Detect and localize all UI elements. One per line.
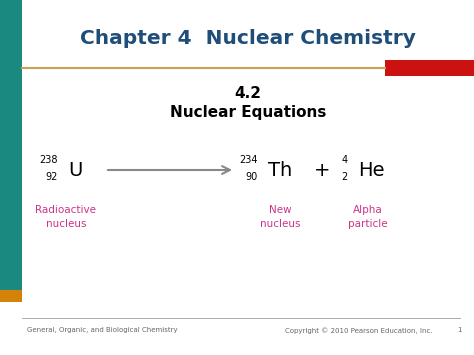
Bar	[385, 60, 474, 76]
Text: He: He	[358, 160, 384, 180]
Text: 4: 4	[342, 155, 348, 165]
Text: Th: Th	[268, 160, 292, 180]
Text: 234: 234	[239, 155, 258, 165]
Text: U: U	[68, 160, 82, 180]
Text: Radioactive
nucleus: Radioactive nucleus	[36, 205, 97, 229]
Text: Nuclear Equations: Nuclear Equations	[170, 104, 326, 120]
Bar	[0, 0, 22, 290]
Text: 1: 1	[457, 327, 462, 333]
Text: 2: 2	[342, 172, 348, 182]
Text: 4.2: 4.2	[235, 86, 262, 100]
Text: +: +	[314, 160, 330, 180]
Text: 90: 90	[246, 172, 258, 182]
Text: Alpha
particle: Alpha particle	[348, 205, 388, 229]
Text: Copyright © 2010 Pearson Education, Inc.: Copyright © 2010 Pearson Education, Inc.	[285, 327, 433, 334]
Text: 238: 238	[39, 155, 58, 165]
Text: Chapter 4  Nuclear Chemistry: Chapter 4 Nuclear Chemistry	[80, 28, 416, 48]
Text: 92: 92	[46, 172, 58, 182]
Text: General, Organic, and Biological Chemistry: General, Organic, and Biological Chemist…	[27, 327, 178, 333]
Text: New
nucleus: New nucleus	[260, 205, 300, 229]
Bar	[0, 290, 22, 302]
